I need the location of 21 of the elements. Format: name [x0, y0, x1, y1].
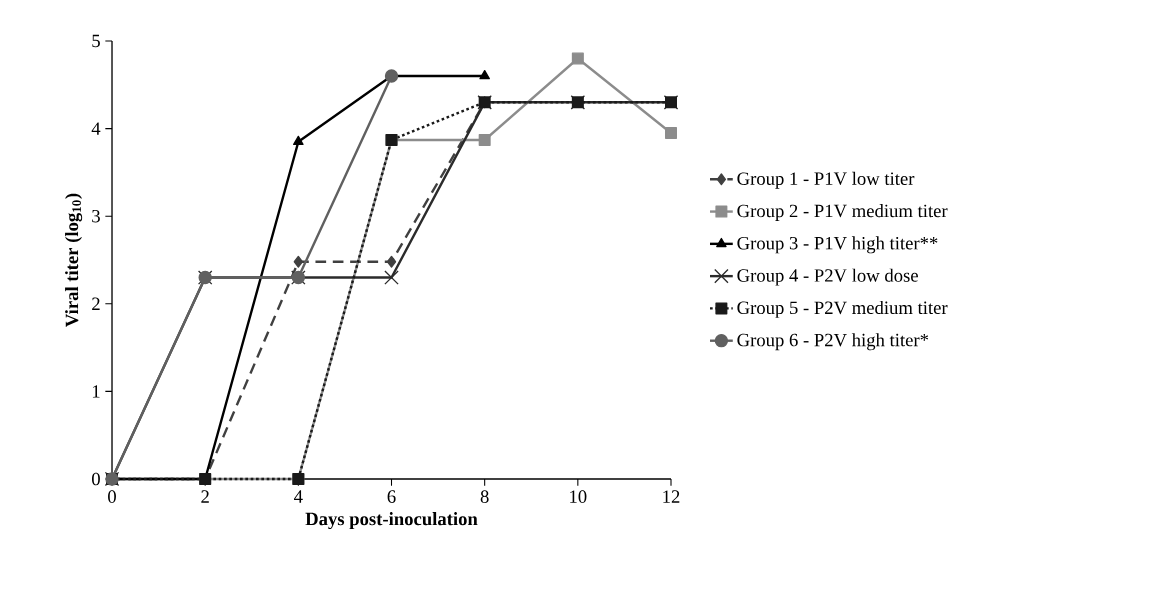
y-tick-label: 0: [92, 472, 100, 486]
y-axis-title: Viral titer (log$_{10}$): [65, 193, 83, 327]
y-tick-label: 2: [92, 297, 100, 310]
legend-label: Group 6 - P2V high titer*: [737, 333, 929, 351]
x-axis-title: Days post-inoculation: [305, 512, 478, 530]
x-tick-label: 8: [480, 490, 489, 503]
x-tick-label: 10: [570, 490, 587, 503]
x-tick-label: 2: [201, 490, 209, 503]
legend-label: Group 4 - P2V low dose: [737, 268, 918, 286]
legend-label: Group 2 - P1V medium titer: [737, 204, 948, 222]
legend-label: Group 5 - P2V medium titer: [737, 300, 948, 318]
x-tick-label: 4: [294, 490, 303, 503]
y-tick-label: 1: [92, 385, 100, 398]
y-tick-label: 4: [91, 122, 101, 135]
x-tick-label: 6: [387, 490, 396, 503]
x-tick-label: 0: [108, 490, 116, 503]
y-tick-label: 3: [92, 209, 100, 223]
y-tick-label: 5: [92, 34, 100, 48]
legend-label: Group 3 - P1V high titer**: [737, 236, 938, 254]
x-tick-label: 12: [663, 490, 680, 503]
legend-label: Group 1 - P1V low titer: [737, 171, 915, 189]
